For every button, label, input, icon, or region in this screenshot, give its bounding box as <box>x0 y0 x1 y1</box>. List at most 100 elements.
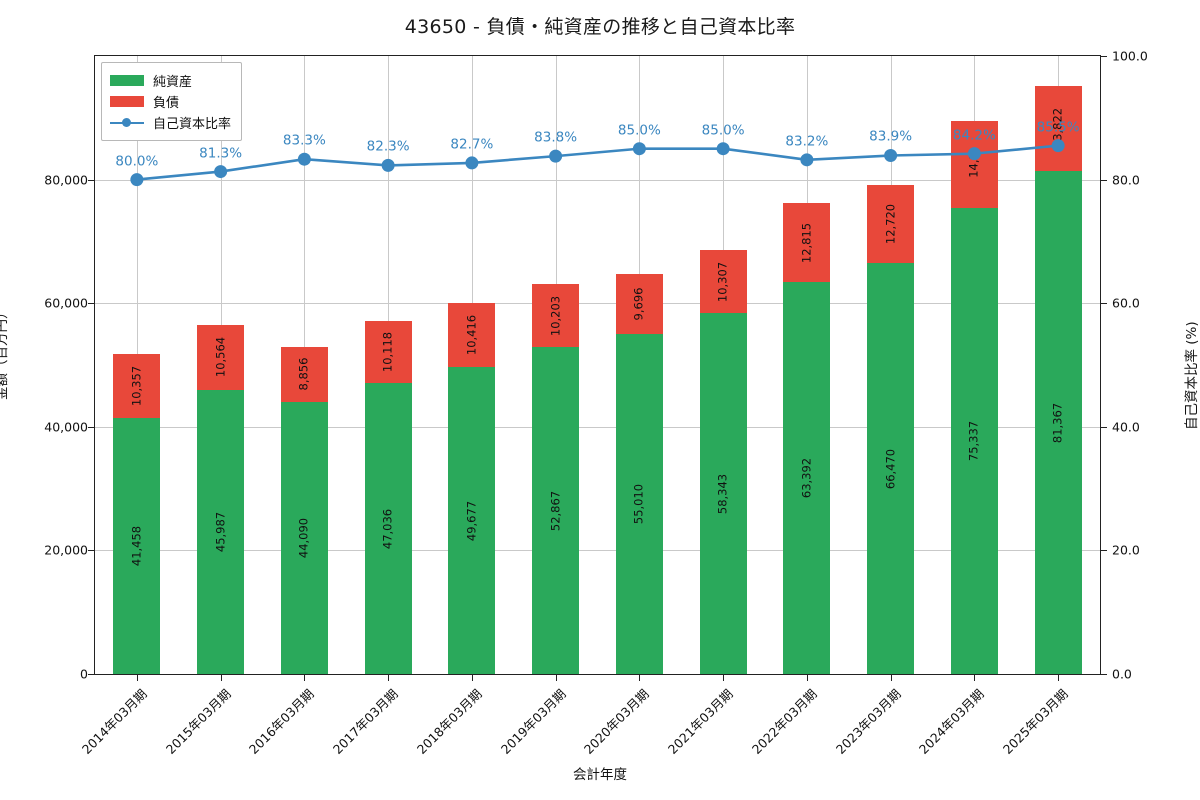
chart-legend[interactable]: 純資産 負債 自己資本比率 <box>101 62 243 141</box>
x-axis-tickmark <box>723 675 725 681</box>
chart-title: 43650 - 負債・純資産の推移と自己資本比率 <box>404 16 796 38</box>
bar-group[interactable]: 66,470 12,720 <box>867 184 915 674</box>
legend-item-equity-ratio[interactable]: 自己資本比率 <box>110 112 231 133</box>
y-axis-label-right: 自己資本比率 (%) <box>1184 321 1200 430</box>
x-axis-tickmark <box>136 675 138 681</box>
equity-ratio-line <box>137 146 1058 180</box>
legend-swatch-liabilities <box>110 96 144 107</box>
bar-group[interactable]: 55,010 9,696 <box>615 274 663 674</box>
y-axis-tick-label-right: 20.0 <box>1112 542 1140 558</box>
bar-value-label-equity: 55,010 <box>631 483 646 525</box>
y-axis-tickmark-right <box>1101 303 1107 305</box>
bar-segment-liabilities[interactable]: 10,357 <box>113 353 161 418</box>
y-axis-tickmark-right <box>1101 426 1107 428</box>
bar-group[interactable]: 41,458 10,357 <box>113 353 161 674</box>
y-axis-tickmark-left <box>88 426 94 428</box>
bar-segment-equity[interactable]: 52,867 <box>532 347 580 674</box>
bar-group[interactable]: 81,367 13,822 <box>1034 85 1082 674</box>
gridline-horizontal <box>95 179 1100 181</box>
bar-value-label-liabilities: 12,815 <box>799 222 814 263</box>
equity-ratio-value-label: 83.9% <box>869 128 913 145</box>
line-series-svg <box>130 139 1065 187</box>
equity-ratio-value-label: 84.2% <box>952 127 996 144</box>
gridline-horizontal <box>95 550 1100 552</box>
bar-value-label-equity: 75,337 <box>966 421 981 462</box>
equity-ratio-value-label: 85.0% <box>701 122 745 139</box>
x-axis-tickmark <box>388 675 390 681</box>
y-axis-tickmark-left <box>88 303 94 305</box>
bar-segment-liabilities[interactable]: 12,720 <box>867 184 915 264</box>
equity-ratio-value-label: 82.7% <box>450 136 494 153</box>
legend-item-liabilities[interactable]: 負債 <box>110 91 231 112</box>
bar-group[interactable]: 63,392 12,815 <box>783 203 831 674</box>
bar-segment-equity[interactable]: 41,458 <box>113 417 161 674</box>
bar-segment-equity[interactable]: 66,470 <box>867 263 915 674</box>
bar-segment-liabilities[interactable]: 10,118 <box>364 320 412 384</box>
bar-value-label-liabilities: 14,1 <box>966 151 981 178</box>
equity-ratio-value-label: 82.3% <box>366 138 410 155</box>
bar-value-label-equity: 66,470 <box>882 448 897 489</box>
y-axis-tick-label-left: 20,000 <box>44 542 88 558</box>
bar-value-label-equity: 47,036 <box>380 508 395 549</box>
equity-ratio-value-label: 83.8% <box>534 129 578 146</box>
x-axis-tickmark <box>555 675 557 681</box>
bar-segment-equity[interactable]: 49,677 <box>448 367 496 674</box>
bar-value-label-equity: 63,392 <box>799 458 814 499</box>
legend-swatch-equity-ratio <box>110 117 144 128</box>
x-axis-tickmark <box>304 675 306 681</box>
x-axis-tickmark <box>220 675 222 681</box>
bar-segment-liabilities[interactable]: 10,203 <box>532 284 580 348</box>
y-axis-tick-label-right: 60.0 <box>1112 295 1140 311</box>
x-axis-tickmark <box>806 675 808 681</box>
bar-group[interactable]: 75,337 14,1 <box>950 121 998 674</box>
x-axis-tickmark <box>890 675 892 681</box>
x-axis-tickmark <box>471 675 473 681</box>
bar-group[interactable]: 52,867 10,203 <box>532 284 580 674</box>
bar-group[interactable]: 47,036 10,118 <box>364 320 412 674</box>
legend-item-equity[interactable]: 純資産 <box>110 70 231 91</box>
bar-value-label-liabilities: 10,118 <box>380 331 395 373</box>
bar-group[interactable]: 45,987 10,564 <box>197 324 245 674</box>
legend-swatch-equity <box>110 75 144 86</box>
bar-segment-liabilities[interactable]: 10,307 <box>699 249 747 314</box>
bar-value-label-equity: 49,677 <box>464 500 479 541</box>
bar-value-label-liabilities: 12,720 <box>882 203 897 245</box>
bar-segment-liabilities[interactable]: 9,696 <box>615 274 663 335</box>
bar-value-label-equity: 44,090 <box>296 517 311 558</box>
x-axis-tickmark <box>974 675 976 681</box>
bar-value-label-liabilities: 10,564 <box>212 337 227 378</box>
bar-segment-equity[interactable]: 75,337 <box>950 208 998 674</box>
bar-value-label-equity: 58,343 <box>715 473 730 514</box>
bar-segment-liabilities[interactable]: 10,564 <box>197 324 245 390</box>
bar-segment-equity[interactable]: 63,392 <box>783 282 831 674</box>
gridline-horizontal <box>95 303 1100 305</box>
legend-label-equity: 純資産 <box>153 75 193 90</box>
equity-ratio-value-label: 83.3% <box>282 132 326 149</box>
bar-value-label-equity: 45,987 <box>212 511 227 553</box>
y-axis-tick-label-left: 60,000 <box>44 295 88 311</box>
bar-segment-liabilities[interactable]: 10,416 <box>448 302 496 367</box>
bar-segment-equity[interactable]: 47,036 <box>364 383 412 674</box>
y-axis-label-left: 金額（百万円） <box>0 305 10 401</box>
y-axis-tick-label-right: 0.0 <box>1112 666 1132 682</box>
bar-segment-equity[interactable]: 81,367 <box>1034 171 1082 674</box>
bar-segment-liabilities[interactable]: 8,856 <box>280 346 328 402</box>
bar-value-label-liabilities: 10,357 <box>129 365 144 406</box>
bar-value-label-liabilities: 10,416 <box>464 314 479 355</box>
bar-group[interactable]: 58,343 10,307 <box>699 249 747 674</box>
bar-group[interactable]: 49,677 10,416 <box>448 302 496 674</box>
y-axis-tickmark-right <box>1101 550 1107 552</box>
bar-segment-equity[interactable]: 44,090 <box>280 401 328 674</box>
y-axis-tick-label-left: 80,000 <box>44 172 88 188</box>
y-axis-tick-label-left: 0 <box>80 666 88 682</box>
bar-group[interactable]: 44,090 8,856 <box>280 346 328 674</box>
bar-segment-equity[interactable]: 45,987 <box>197 389 245 674</box>
bar-segment-liabilities[interactable]: 12,815 <box>783 203 831 283</box>
y-axis-tick-label-right: 100.0 <box>1112 48 1148 64</box>
bar-segment-equity[interactable]: 58,343 <box>699 313 747 674</box>
bar-segment-equity[interactable]: 55,010 <box>615 334 663 674</box>
equity-ratio-value-label: 85.5% <box>1036 119 1080 136</box>
y-axis-tick-label-right: 80.0 <box>1112 172 1140 188</box>
bar-value-label-liabilities: 10,203 <box>547 295 562 336</box>
